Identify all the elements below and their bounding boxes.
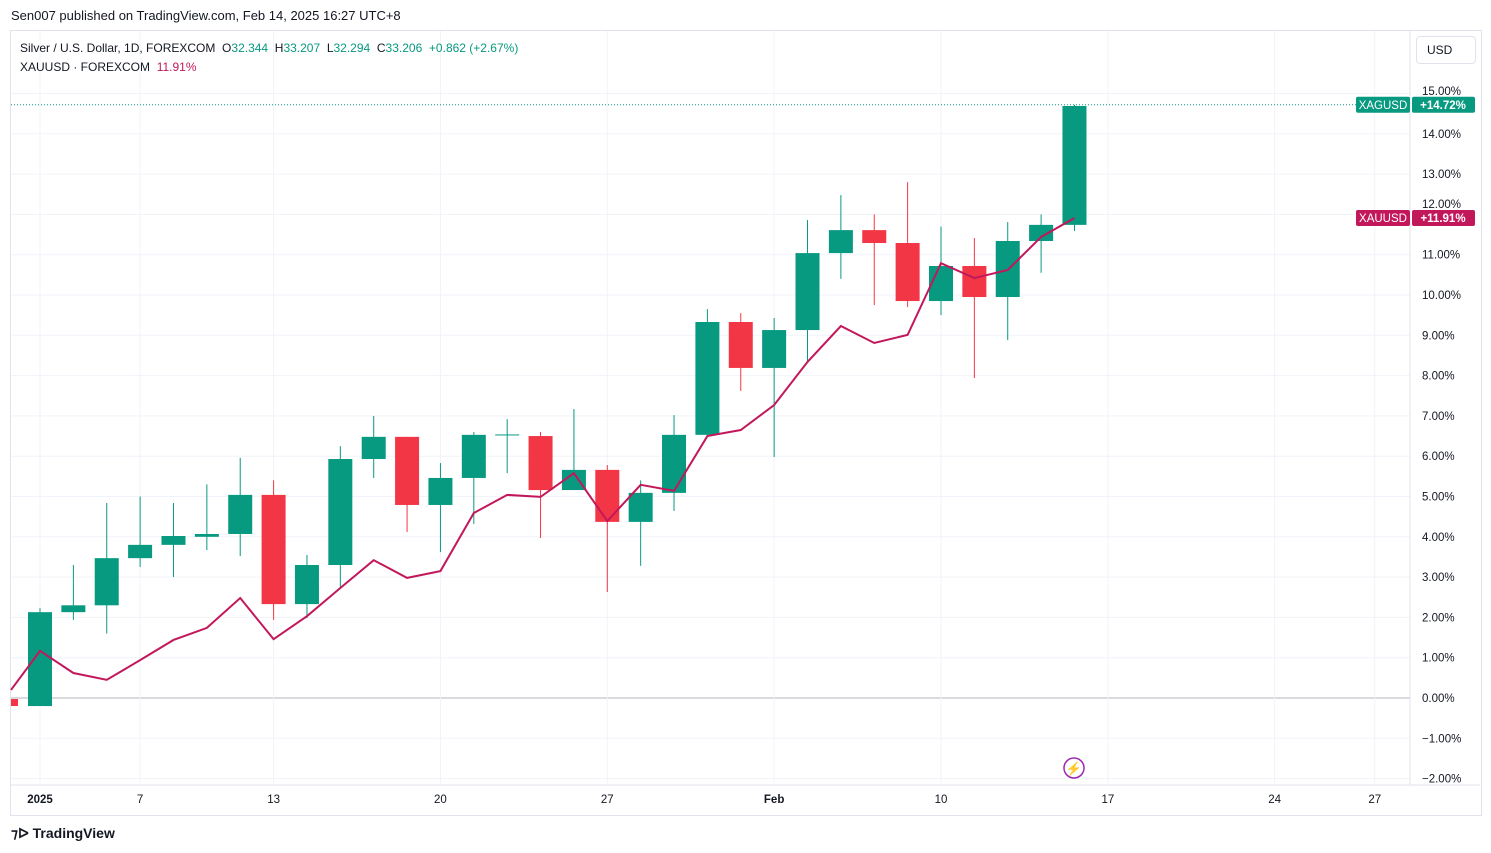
x-tick-label: 27 xyxy=(601,794,614,806)
candle-body xyxy=(595,469,620,522)
y-tick-label: 14.00% xyxy=(1422,129,1461,141)
y-tick-label: 4.00% xyxy=(1422,532,1455,544)
candle-body xyxy=(194,533,219,537)
y-tick-label: 6.00% xyxy=(1422,451,1455,463)
candle-body xyxy=(895,243,920,302)
y-tick-label: 5.00% xyxy=(1422,492,1455,504)
candle-body xyxy=(962,265,987,298)
candle-body xyxy=(28,612,52,707)
open-value: 32.344 xyxy=(231,41,269,55)
chart-frame[interactable] xyxy=(10,30,1482,816)
candle-body xyxy=(1029,224,1054,241)
candle-body xyxy=(862,230,887,244)
candle-body xyxy=(928,265,953,302)
candle-body xyxy=(128,544,153,559)
candle-body xyxy=(428,477,453,505)
candle-body xyxy=(61,605,86,613)
candle-body xyxy=(762,330,787,368)
candle-body xyxy=(795,253,820,331)
x-tick-label: 24 xyxy=(1268,794,1281,806)
compare-symbol[interactable]: XAUUSD · FOREXCOM xyxy=(20,60,151,74)
y-tick-label: 12.00% xyxy=(1422,199,1461,211)
low-label: L xyxy=(326,41,334,55)
y-tick-label: 11.00% xyxy=(1422,250,1460,262)
x-tick-label: 7 xyxy=(137,794,143,806)
candle-body xyxy=(161,535,186,545)
x-tick-label: 13 xyxy=(267,794,280,806)
low-value: 32.294 xyxy=(333,41,371,55)
compare-value: 11.91% xyxy=(156,60,197,74)
tradingview-logo[interactable]: ⁊ᐅ TradingView xyxy=(11,825,115,842)
candle-body xyxy=(561,469,586,491)
candle-body xyxy=(361,436,386,460)
candle-body xyxy=(1062,105,1087,225)
candle-body xyxy=(628,492,653,522)
price-label-value-bg xyxy=(1412,96,1475,113)
x-tick-label: 27 xyxy=(1368,794,1381,806)
candle-body xyxy=(495,434,520,436)
y-tick-label: −2.00% xyxy=(1422,774,1461,786)
candle-body xyxy=(828,230,853,254)
currency-button[interactable]: USD xyxy=(1416,36,1476,64)
series-start-marker xyxy=(11,699,18,706)
candle-body xyxy=(228,494,253,534)
candle-body xyxy=(662,434,687,493)
y-tick-label: −1.00% xyxy=(1422,733,1461,745)
price-label-value-bg xyxy=(1412,210,1475,227)
y-tick-label: 8.00% xyxy=(1422,371,1455,383)
compare-series-legend: XAUUSD · FOREXCOM 11.91% xyxy=(20,58,518,77)
candle-body xyxy=(328,459,353,566)
price-label-name-bg xyxy=(1356,210,1410,227)
price-label-value: +14.72% xyxy=(1420,100,1466,112)
candle-body xyxy=(261,494,286,605)
candle-body xyxy=(395,436,420,505)
price-label-name: XAUUSD xyxy=(1359,213,1407,225)
price-label-value: +11.91% xyxy=(1420,213,1465,225)
y-tick-label: 7.00% xyxy=(1422,411,1455,423)
y-tick-label: 1.00% xyxy=(1422,653,1455,665)
x-tick-label: 2025 xyxy=(27,794,53,806)
close-value: 33.206 xyxy=(385,41,423,55)
main-series-legend: Silver / U.S. Dollar, 1D, FOREXCOM O32.3… xyxy=(20,39,518,58)
symbol-title[interactable]: Silver / U.S. Dollar, 1D, FOREXCOM xyxy=(20,41,216,55)
published-caption: Sen007 published on TradingView.com, Feb… xyxy=(11,8,401,23)
candle-body xyxy=(461,434,486,478)
change-value: +0.862 (+2.67%) xyxy=(428,41,519,55)
tv-logo-icon: ⁊ᐅ xyxy=(11,825,29,841)
candle-body xyxy=(94,558,119,606)
price-label-name-bg xyxy=(1356,96,1410,113)
x-tick-label: Feb xyxy=(764,794,784,806)
y-tick-label: 15.00% xyxy=(1422,86,1461,98)
lightning-icon[interactable] xyxy=(1063,757,1085,779)
y-tick-label: 3.00% xyxy=(1422,572,1455,584)
y-tick-label: 10.00% xyxy=(1422,290,1461,302)
price-label-name: XAGUSD xyxy=(1359,100,1408,112)
close-label: C xyxy=(376,41,386,55)
brand-name: TradingView xyxy=(32,825,115,841)
x-tick-label: 10 xyxy=(935,794,948,806)
candle-body xyxy=(695,322,720,435)
high-label: H xyxy=(274,41,284,55)
lightning-icon-glyph: ⚡ xyxy=(1066,761,1082,777)
y-tick-label: 9.00% xyxy=(1422,330,1455,342)
x-tick-label: 20 xyxy=(434,794,447,806)
y-tick-label: 2.00% xyxy=(1422,612,1455,624)
high-value: 33.207 xyxy=(283,41,321,55)
y-tick-label: 13.00% xyxy=(1422,169,1461,181)
candle-body xyxy=(528,436,553,491)
y-tick-label: 0.00% xyxy=(1422,693,1455,705)
chart-legend: Silver / U.S. Dollar, 1D, FOREXCOM O32.3… xyxy=(20,39,518,77)
candle-body xyxy=(294,565,319,605)
open-label: O xyxy=(222,41,232,55)
candle-body xyxy=(728,322,753,368)
x-tick-label: 17 xyxy=(1101,794,1114,806)
xauusd-line xyxy=(10,217,1075,691)
